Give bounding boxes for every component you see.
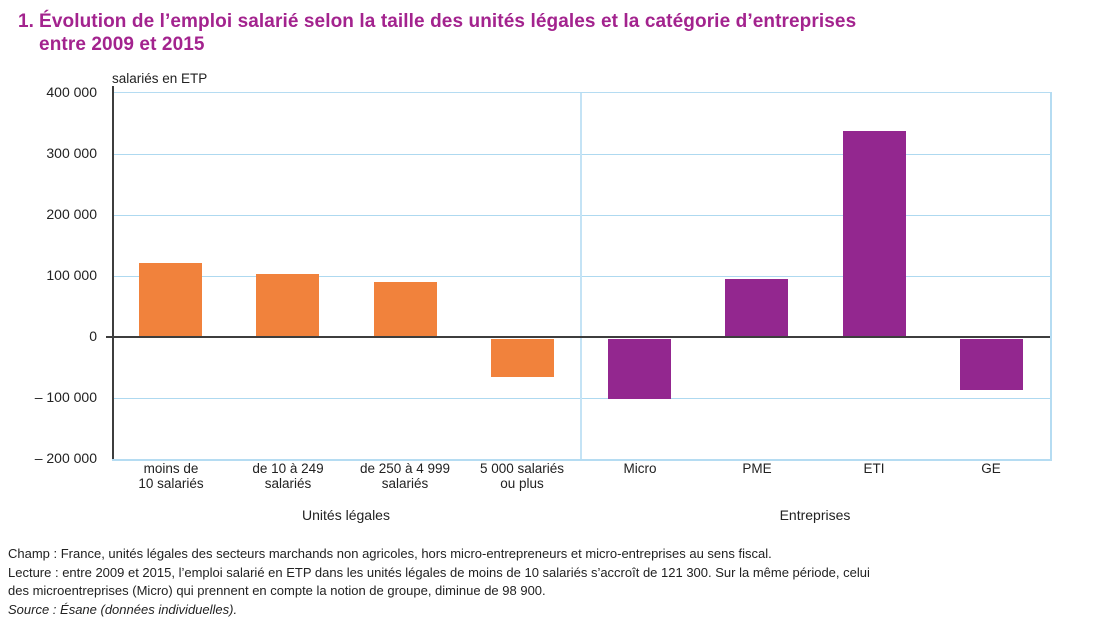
bar-micro	[608, 339, 671, 399]
x-label-ge: GE	[981, 461, 1001, 476]
y-tick-label-3: 100 000	[46, 267, 97, 283]
plot-area	[106, 86, 1052, 461]
y-tick-label-0: 400 000	[46, 84, 97, 100]
x-label-5-000-salari-s-ou-plus: 5 000 salariés ou plus	[479, 461, 565, 491]
bar-de-10-249-salari-s	[256, 274, 319, 337]
bar-moins-de-10-salari-s	[139, 263, 202, 337]
y-tick-label-1: 300 000	[46, 145, 97, 161]
x-label-moins-de-10-salari-s: moins de 10 salariés	[138, 461, 204, 491]
figure-title-line1: Évolution de l’emploi salarié selon la t…	[39, 11, 857, 32]
x-axis-labels: moins de 10 salariés de 10 à 249 salariés de…	[0, 461, 1108, 494]
figure-title-line2: entre 2009 et 2015	[39, 34, 205, 55]
figure-title: 1. Évolution de l’emploi salarié selon l…	[18, 10, 856, 56]
footnotes: Champ : France, unités légales des secte…	[8, 545, 1106, 619]
group-label-unites-legales: Unités légales	[302, 507, 390, 523]
x-label-pme: PME	[742, 461, 772, 476]
y-tick-label-4: 0	[89, 328, 97, 344]
figure-title-text: Évolution de l’emploi salarié selon la t…	[39, 10, 856, 56]
y-axis-line	[112, 86, 114, 459]
group-label-entreprises: Entreprises	[779, 507, 851, 523]
champ-note: Champ : France, unités légales des secte…	[8, 546, 772, 561]
zero-axis-line	[106, 336, 1050, 338]
figure-number: 1.	[18, 11, 35, 32]
y-tick-label-6: – 200 000	[34, 450, 97, 466]
y-axis-tick-labels: 400 000 300 000 200 000 100 000 0 – 100 000 – …	[0, 84, 97, 466]
bar-chart: salariés en ETP 400 000 300 000 200 000 100…	[0, 71, 1108, 527]
panel-divider-line	[580, 93, 582, 459]
axis-group-labels: Unités légales Entreprises	[0, 507, 1108, 527]
bar-pme	[725, 279, 788, 337]
x-label-eti: ETI	[863, 461, 885, 476]
lecture-note-line2: des microentreprises (Micro) qui prennen…	[8, 583, 546, 598]
bar-ge	[960, 339, 1023, 390]
x-label-micro: Micro	[623, 461, 657, 476]
y-axis-unit-label: salariés en ETP	[112, 71, 208, 86]
y-tick-label-5: – 100 000	[34, 389, 97, 405]
y-tick-label-2: 200 000	[46, 206, 97, 222]
bar-de-250-4-999-salari-s	[374, 282, 437, 337]
bar-5-000-salari-s-ou-plus	[491, 339, 554, 377]
x-label-de-250-4-999-salari-s: de 250 à 4 999 salariés	[359, 461, 451, 491]
lecture-note-line1: Lecture : entre 2009 et 2015, l’emploi s…	[8, 564, 870, 580]
bar-eti	[843, 131, 906, 337]
source-note: Source : Ésane (données individuelles).	[8, 601, 238, 617]
x-label-de-10-249-salari-s: de 10 à 249 salariés	[252, 461, 324, 491]
